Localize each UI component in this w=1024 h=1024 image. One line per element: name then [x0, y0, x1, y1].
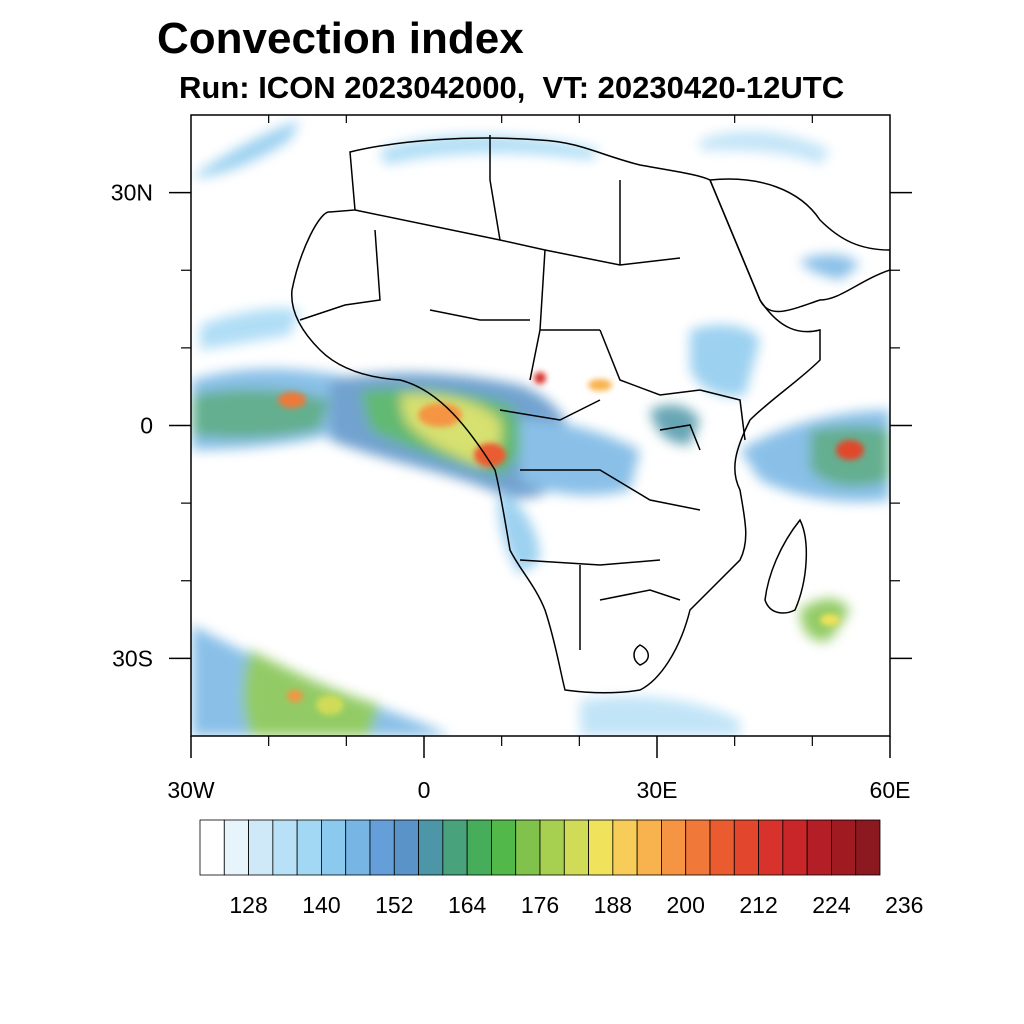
colorbar-tick-label: 236: [885, 892, 923, 918]
lon-tick-label: 30E: [637, 777, 678, 803]
colorbar-swatch: [418, 819, 444, 876]
lat-tick-label: 30S: [112, 645, 153, 671]
colorbar-swatch: [515, 819, 541, 876]
convection-field: [192, 120, 890, 736]
lat-tick-label: 30N: [111, 180, 153, 206]
colorbar-swatch: [685, 819, 711, 876]
colorbar-swatch: [248, 819, 274, 876]
lon-tick-label: 60E: [870, 777, 911, 803]
colorbar-swatch: [539, 819, 565, 876]
colorbar-swatch: [563, 819, 589, 876]
colorbar-tick-label: 140: [302, 892, 340, 918]
colorbar-tick-label: 164: [448, 892, 487, 918]
colorbar-swatch: [272, 819, 298, 876]
colorbar-swatch: [709, 819, 735, 876]
colorbar-swatch: [612, 819, 638, 876]
colorbar-swatch: [491, 819, 517, 876]
colorbar-swatch: [296, 819, 322, 876]
colorbar-swatch: [636, 819, 662, 876]
colorbar-swatch: [223, 819, 249, 876]
colorbar-swatch: [369, 819, 395, 876]
axis-ticks: 30W 0 30E 60E 30N 0 30S: [111, 115, 912, 803]
colorbar-tick-label: 212: [739, 892, 777, 918]
lon-tick-label: 0: [418, 777, 431, 803]
colorbar-tick-label: 188: [594, 892, 632, 918]
colorbar-tick-label: 200: [667, 892, 705, 918]
colorbar-tick-label: 152: [375, 892, 413, 918]
colorbar: 128 140 152 164 176 188 200 212 224 236: [199, 819, 923, 918]
colorbar-tick-label: 224: [812, 892, 851, 918]
chart-subtitle: Run: ICON 2023042000, VT: 20230420-12UTC: [179, 70, 845, 105]
chart-title: Convection index: [157, 14, 524, 63]
lon-tick-label: 30W: [167, 777, 215, 803]
coastlines-borders: [291, 135, 890, 694]
colorbar-swatch: [321, 819, 347, 876]
colorbar-swatch: [393, 819, 419, 876]
colorbar-swatch: [199, 819, 225, 876]
colorbar-swatch: [855, 819, 881, 876]
colorbar-swatch: [661, 819, 687, 876]
colorbar-swatch: [758, 819, 784, 876]
colorbar-swatch: [588, 819, 614, 876]
colorbar-tick-label: 176: [521, 892, 559, 918]
colorbar-swatch: [466, 819, 492, 876]
colorbar-swatch: [782, 819, 808, 876]
lat-tick-label: 0: [140, 413, 153, 439]
colorbar-swatch: [442, 819, 468, 876]
colorbar-swatch: [831, 819, 857, 876]
colorbar-swatch: [345, 819, 371, 876]
colorbar-swatch: [733, 819, 759, 876]
colorbar-tick-label: 128: [229, 892, 267, 918]
colorbar-swatch: [806, 819, 832, 876]
